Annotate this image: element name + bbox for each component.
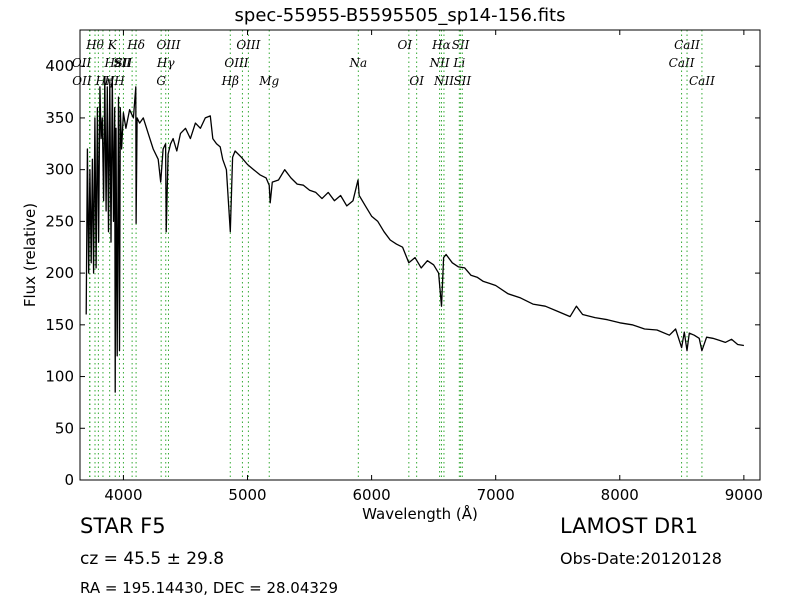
- line-marker-label: H: [113, 74, 125, 88]
- x-tick-label: 7000: [477, 486, 515, 504]
- line-marker-label: CaII: [689, 74, 715, 88]
- x-tick-label: 4000: [104, 486, 142, 504]
- line-marker-label: OI: [398, 38, 413, 52]
- line-marker-label: K: [107, 38, 118, 52]
- line-marker-label: Hα: [431, 38, 451, 52]
- line-marker-label: OII: [72, 56, 92, 70]
- y-tick-label: 100: [45, 368, 74, 386]
- y-tick-label: 150: [45, 316, 74, 334]
- redshift-cz: cz = 45.5 ± 29.8: [80, 549, 225, 569]
- y-tick-label: 400: [45, 57, 74, 75]
- line-marker-label: Hθ: [85, 38, 104, 52]
- line-marker-label: OI: [409, 74, 424, 88]
- y-axis: 0 50 100 150 200 250 300 350 400: [45, 57, 760, 489]
- line-marker-label: SII: [113, 56, 131, 70]
- y-tick-label: 250: [45, 212, 74, 230]
- x-tick-label: 5000: [228, 486, 266, 504]
- line-marker-label: G: [156, 74, 166, 88]
- obs-date: Obs-Date:20120128: [560, 549, 722, 568]
- x-axis: 4000 5000 6000 7000 8000 9000: [104, 30, 763, 504]
- plot-frame: [79, 29, 761, 481]
- x-tick-label: 8000: [601, 486, 639, 504]
- line-marker-label: CaII: [674, 38, 700, 52]
- spectrum-line-0: [85, 75, 745, 393]
- line-marker-label: OIII: [156, 38, 180, 52]
- line-marker-label: Hε: [104, 56, 122, 70]
- line-marker-label: OII: [72, 74, 92, 88]
- y-axis-label: Flux (relative): [21, 202, 39, 308]
- x-tick-label: 9000: [725, 486, 763, 504]
- line-marker-label: Mg: [258, 74, 279, 88]
- line-marker-label: Hγ: [156, 56, 175, 70]
- line-marker-label: SII: [453, 74, 471, 88]
- x-axis-label: Wavelength (Å): [362, 505, 478, 523]
- line-marker-label: NII: [429, 56, 450, 70]
- line-markers: OIIOIIHθHηHεHKHSIISIIHδGHγOIIIHβOIIIOIII…: [72, 30, 715, 480]
- line-marker-label: Hδ: [126, 38, 145, 52]
- x-tick-label: 6000: [353, 486, 391, 504]
- line-marker-label: Hβ: [221, 74, 239, 88]
- y-tick-label: 350: [45, 109, 74, 127]
- line-marker-label: Na: [349, 56, 368, 70]
- line-marker-label: OIII: [236, 38, 260, 52]
- object-type: STAR F5: [80, 514, 166, 538]
- line-marker-label: Li: [452, 56, 465, 70]
- survey-name: LAMOST DR1: [560, 514, 699, 538]
- ra-dec: RA = 195.14430, DEC = 28.04329: [80, 579, 339, 597]
- spectrum-series: [85, 75, 745, 393]
- line-marker-label: SII: [115, 56, 133, 70]
- line-marker-label: OIII: [224, 56, 248, 70]
- y-tick-label: 50: [55, 419, 74, 437]
- y-tick-label: 200: [45, 264, 74, 282]
- y-tick-label: 300: [45, 161, 74, 179]
- line-marker-label: NII: [433, 74, 454, 88]
- line-marker-label: SII: [452, 38, 470, 52]
- y-tick-label: 0: [64, 471, 74, 489]
- chart-title: spec-55955-B5595505_sp14-156.fits: [234, 5, 566, 26]
- line-marker-label: CaII: [669, 56, 695, 70]
